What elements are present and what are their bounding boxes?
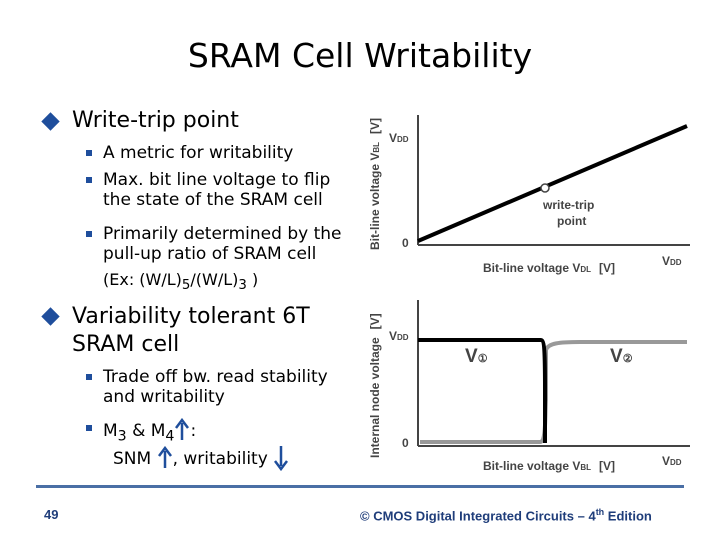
text: V [465, 346, 478, 367]
y-label: Internal node voltage [V] [368, 313, 382, 458]
text: Bit-line voltage V [368, 153, 382, 250]
sub-bullet: Max. bit line voltage to flip the state … [86, 170, 361, 210]
point-label: point [557, 214, 586, 228]
text: Bit-line voltage V [483, 261, 580, 275]
sub-bullet: M3 & M4: [86, 417, 343, 446]
point-label: write-trip [542, 198, 594, 212]
copyright: © CMOS Digital Integrated Circuits – 4th… [360, 507, 652, 523]
v1-label: V① [465, 346, 488, 367]
y-label: Bit-line voltage VBL [V] [368, 118, 382, 250]
text: V [389, 131, 397, 145]
text: Edition [604, 508, 652, 524]
slide-title: SRAM Cell Writability [187, 36, 533, 75]
trip-point [540, 183, 550, 193]
y-top: VDD [389, 329, 409, 343]
text: /(W/L) [190, 270, 239, 289]
text: SNM [113, 449, 152, 469]
bullet-text: Write-trip point [72, 108, 239, 133]
subscript: ② [623, 353, 633, 365]
x-end: VDD [662, 454, 682, 468]
subscript: DD [397, 333, 409, 342]
sub-text: Max. bit line voltage to flip the state … [103, 170, 331, 210]
subscript: BL [372, 142, 381, 153]
bullet-icon [86, 374, 92, 380]
bullet-icon [86, 231, 92, 237]
subscript: 5 [181, 278, 191, 294]
text: ) [246, 270, 259, 289]
y-zero: 0 [402, 436, 409, 450]
sub-bullet: A metric for writability [86, 143, 361, 163]
example: (Ex: (W/L)5/(W/L)3 ) [103, 270, 361, 296]
down-arrow [274, 446, 289, 472]
unit: [V] [599, 261, 615, 275]
sub-bullet: Trade off bw. read stability and writabi… [86, 367, 361, 407]
page-number: 49 [44, 507, 59, 522]
text: V [610, 346, 623, 367]
sub-text: A metric for writability [103, 143, 294, 163]
text: , writability [172, 449, 268, 469]
text: V [662, 254, 670, 268]
text: M [103, 421, 118, 441]
subscript: DD [397, 135, 409, 144]
text: (Ex: (W/L) [103, 270, 182, 289]
bullet: Write-trip point [41, 108, 239, 133]
y-zero: 0 [402, 236, 409, 250]
subscript: DD [670, 258, 682, 267]
text: Bit-line voltage V [483, 459, 580, 473]
footer-rule [36, 485, 684, 488]
unit: [V] [368, 313, 382, 329]
x-label: Bit-line voltage VDL [V] [483, 261, 615, 275]
text: & M [126, 421, 166, 441]
y-top: VDD [389, 131, 409, 145]
superscript: th [595, 507, 605, 517]
figures: Bit-line voltage VBL[V] VDD 0 write-trip… [368, 115, 690, 473]
subscript: 3 [238, 278, 247, 294]
text: V [389, 329, 397, 343]
subscript: DD [670, 458, 682, 467]
bullet-icon [86, 150, 92, 156]
subscript: 4 [165, 428, 175, 445]
figure-2: Internal node voltage[V] VDD 0 V① V② Bit… [368, 300, 690, 473]
subscript: ① [478, 353, 488, 365]
text: Internal node voltage [368, 337, 382, 458]
sub-text: Primarily determined by the pull-up rati… [103, 224, 342, 264]
arrow-shape [157, 445, 172, 468]
curve [417, 124, 688, 243]
subscript: DL [580, 265, 591, 274]
sub-bullet: Primarily determined by the pull-up rati… [86, 224, 361, 264]
x-end: VDD [662, 254, 682, 268]
arrow-shape [175, 417, 190, 440]
v1-curve [418, 338, 547, 443]
up-arrow [175, 417, 190, 440]
bullet-icon [86, 177, 92, 183]
bullet-icon [41, 112, 60, 131]
snm-line: SNM , writability [113, 445, 333, 472]
unit: [V] [368, 118, 382, 134]
figure-1: Bit-line voltage VBL[V] VDD 0 write-trip… [368, 115, 690, 275]
subscript: 3 [117, 428, 127, 445]
unit: [V] [599, 459, 615, 473]
bullet: Variability tolerant 6T SRAM cell [41, 303, 342, 359]
text: © CMOS Digital Integrated Circuits – 4 [360, 508, 596, 524]
bullet-icon [41, 307, 60, 326]
sub-text: Trade off bw. read stability and writabi… [103, 367, 328, 407]
x-label: Bit-line voltage VBL [V] [483, 459, 615, 473]
text: : [190, 421, 197, 441]
v2-curve [420, 340, 687, 444]
bullet-text: Variability tolerant 6T SRAM cell [72, 304, 310, 357]
text: V [662, 454, 670, 468]
arrow-shape [274, 446, 289, 472]
v2-label: V② [610, 346, 633, 367]
subscript: BL [580, 463, 591, 472]
up-arrow [157, 445, 172, 468]
bullet-icon [86, 425, 92, 431]
